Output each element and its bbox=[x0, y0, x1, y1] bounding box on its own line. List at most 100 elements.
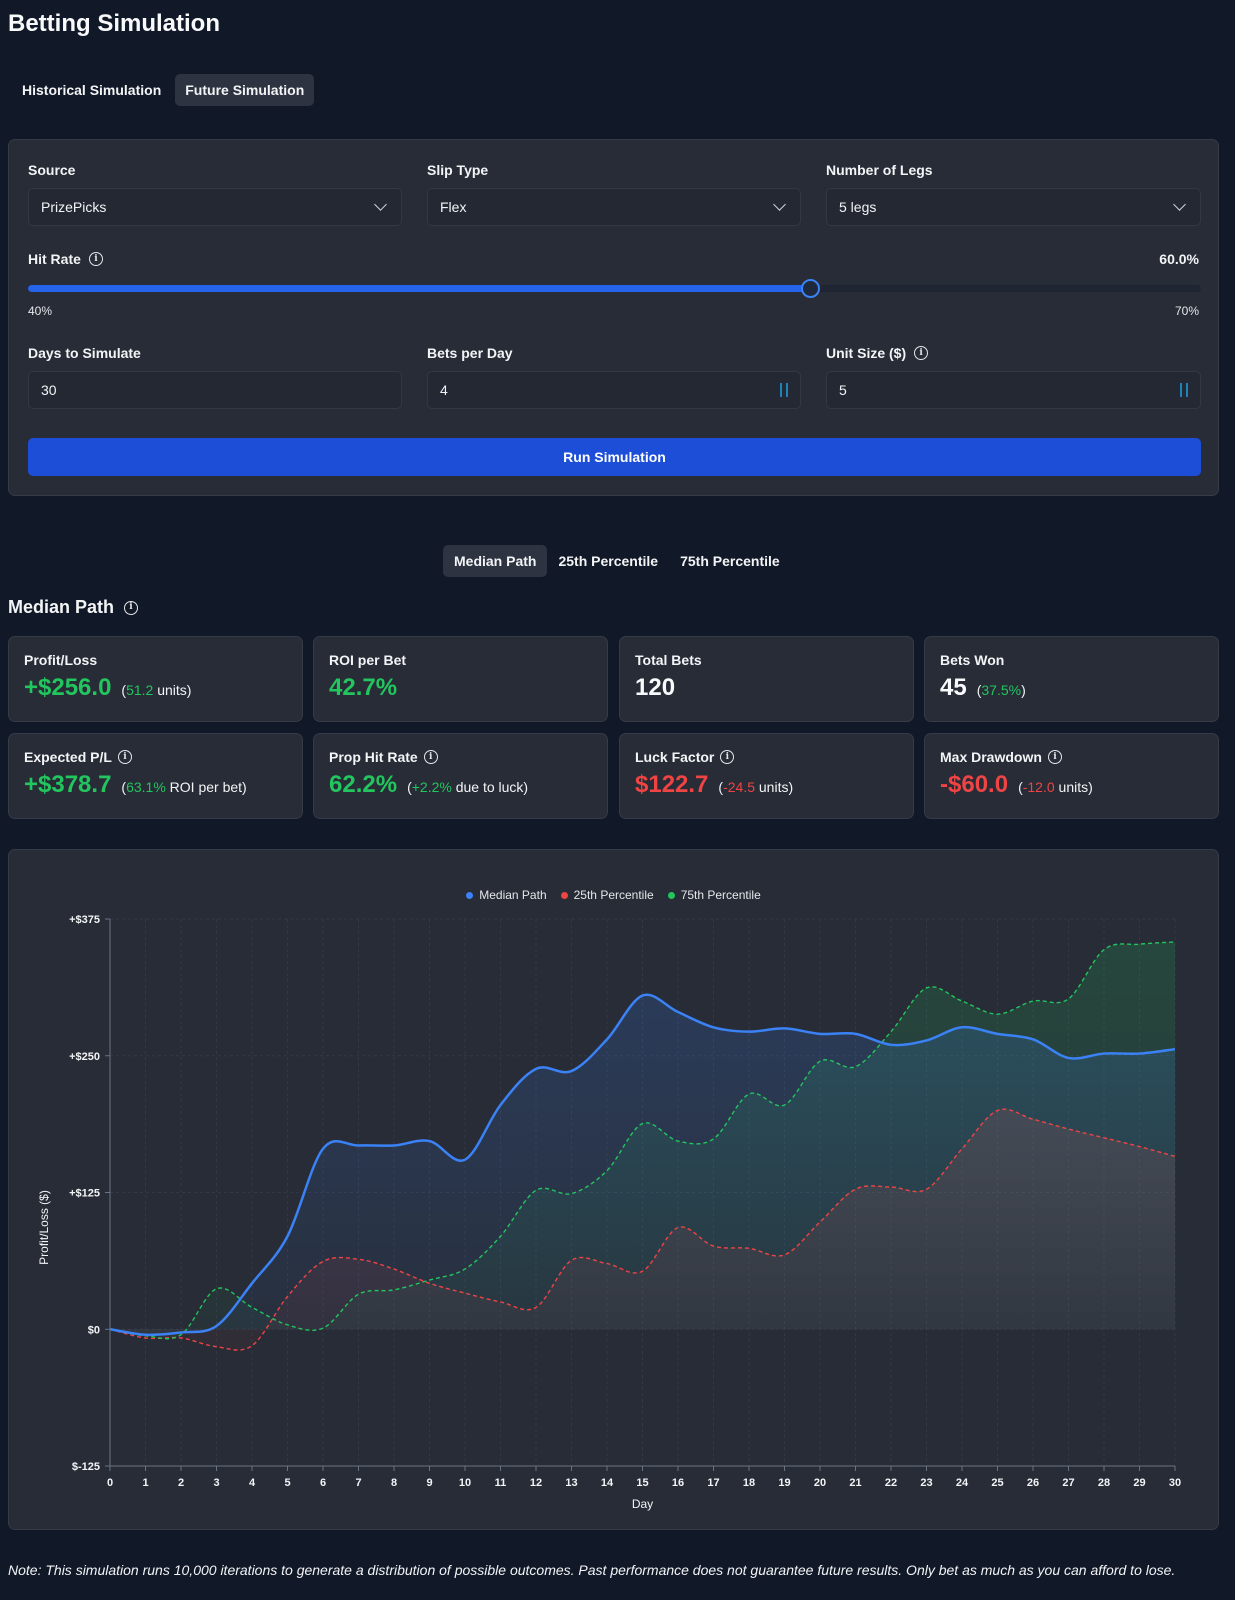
tab-25th-percentile[interactable]: 25th Percentile bbox=[558, 553, 659, 569]
x-tick-label: 27 bbox=[1062, 1477, 1074, 1489]
x-tick-label: 8 bbox=[391, 1477, 397, 1489]
tab-75th-percentile[interactable]: 75th Percentile bbox=[680, 553, 780, 569]
card-value: $122.7 bbox=[635, 771, 709, 798]
card-label: Total Bets bbox=[635, 652, 898, 668]
paren: ( bbox=[718, 779, 724, 795]
legs-value: 5 legs bbox=[839, 199, 877, 215]
legend-dot bbox=[667, 891, 675, 899]
chart-panel: Median Path 25th Percentile 75th Percent… bbox=[8, 849, 1219, 1530]
y-tick-label: $0 bbox=[88, 1324, 100, 1336]
mode-tabs: Historical Simulation Future Simulation bbox=[12, 74, 315, 106]
paren: ( bbox=[976, 682, 982, 698]
x-tick-label: 15 bbox=[636, 1477, 648, 1489]
card-value: +$378.7 bbox=[24, 771, 112, 798]
slip-type-value: Flex bbox=[440, 199, 467, 215]
x-tick-label: 14 bbox=[601, 1477, 614, 1489]
card-detail: (37.5%) bbox=[977, 682, 1026, 698]
stepper-icon[interactable] bbox=[780, 383, 788, 397]
card-label-text: Prop Hit Rate bbox=[329, 749, 418, 765]
legend-label: 75th Percentile bbox=[680, 888, 761, 902]
hit-rate-label-text: Hit Rate bbox=[28, 251, 81, 267]
slider-max-label: 70% bbox=[1174, 304, 1199, 318]
median-path-line bbox=[109, 993, 1176, 1337]
detail-suffix: units) bbox=[1054, 779, 1093, 795]
stepper-icon[interactable] bbox=[1180, 383, 1188, 397]
detail-suffix: ) bbox=[1021, 682, 1026, 698]
detail-value: 63.1% bbox=[126, 779, 166, 795]
page-title: Betting Simulation bbox=[8, 10, 220, 37]
x-tick-label: 9 bbox=[426, 1477, 432, 1489]
hit-rate-value: 60.0% bbox=[1159, 251, 1199, 267]
simulation-settings-panel: Source PrizePicks Slip Type Flex Number … bbox=[8, 139, 1219, 496]
paren: ( bbox=[121, 682, 127, 698]
x-tick-label: 28 bbox=[1098, 1477, 1110, 1489]
x-tick-label: 3 bbox=[213, 1477, 219, 1489]
expected-pl-card: Expected P/L i +$378.7 (63.1% ROI per bet… bbox=[8, 733, 303, 819]
slider-fill bbox=[28, 285, 811, 292]
x-tick-label: 29 bbox=[1133, 1477, 1145, 1489]
x-tick-label: 2 bbox=[178, 1477, 184, 1489]
source-label-text: Source bbox=[28, 162, 76, 178]
x-tick-label: 30 bbox=[1169, 1477, 1181, 1489]
unit-size-input[interactable]: 5 bbox=[826, 371, 1201, 409]
disclaimer-note: Note: This simulation runs 10,000 iterat… bbox=[8, 1562, 1176, 1578]
card-label: ROI per Bet bbox=[329, 652, 592, 668]
slider-thumb[interactable] bbox=[801, 279, 821, 298]
card-value: 42.7% bbox=[329, 674, 398, 701]
card-label-text: Total Bets bbox=[635, 652, 702, 668]
days-input[interactable]: 30 bbox=[28, 371, 402, 409]
bets-per-day-input[interactable]: 4 bbox=[427, 371, 801, 409]
detail-value: 51.2 bbox=[126, 682, 154, 698]
chevron-down-icon bbox=[374, 198, 387, 211]
x-tick-label: 17 bbox=[707, 1477, 719, 1489]
total-bets-card: Total Bets 120 bbox=[619, 636, 914, 722]
info-icon[interactable]: i bbox=[423, 750, 438, 764]
p75-path-line bbox=[109, 941, 1176, 1340]
chevron-down-icon bbox=[1173, 198, 1186, 211]
legend-label: Median Path bbox=[479, 888, 547, 902]
info-icon[interactable]: i bbox=[117, 750, 132, 764]
x-tick-label: 26 bbox=[1027, 1477, 1039, 1489]
x-tick-label: 4 bbox=[249, 1477, 256, 1489]
legend-p75[interactable]: 75th Percentile bbox=[667, 888, 761, 902]
detail-suffix: ROI per bet) bbox=[165, 779, 247, 795]
hit-rate-slider[interactable] bbox=[28, 279, 1201, 298]
section-title: Median Path i bbox=[8, 597, 139, 618]
tab-median-path[interactable]: Median Path bbox=[443, 545, 548, 577]
card-label: Max Drawdown i bbox=[940, 749, 1203, 765]
card-value: 120 bbox=[635, 674, 676, 701]
slip-type-select[interactable]: Flex bbox=[427, 188, 801, 226]
info-icon[interactable]: i bbox=[88, 252, 103, 266]
legend-median[interactable]: Median Path bbox=[466, 888, 547, 902]
card-label-text: Profit/Loss bbox=[24, 652, 98, 668]
x-tick-label: 12 bbox=[530, 1477, 542, 1489]
bets-per-day-label: Bets per Day bbox=[427, 345, 513, 361]
x-tick-label: 23 bbox=[920, 1477, 932, 1489]
tab-historical-simulation[interactable]: Historical Simulation bbox=[22, 82, 162, 98]
days-value: 30 bbox=[41, 382, 57, 398]
info-icon[interactable]: i bbox=[124, 600, 139, 615]
legend-label: 25th Percentile bbox=[573, 888, 654, 902]
legend-p25[interactable]: 25th Percentile bbox=[560, 888, 654, 902]
card-value: +$256.0 bbox=[24, 674, 112, 701]
x-tick-label: 0 bbox=[107, 1477, 113, 1489]
info-icon[interactable]: i bbox=[914, 346, 929, 360]
run-simulation-button[interactable]: Run Simulation bbox=[28, 438, 1201, 476]
chart-legend: Median Path 25th Percentile 75th Percent… bbox=[9, 888, 1218, 902]
x-tick-label: 24 bbox=[956, 1477, 969, 1489]
legs-select[interactable]: 5 legs bbox=[826, 188, 1201, 226]
info-icon[interactable]: i bbox=[720, 750, 735, 764]
info-icon[interactable]: i bbox=[1047, 750, 1062, 764]
card-value: 62.2% bbox=[329, 771, 398, 798]
x-axis-label: Day bbox=[632, 1497, 653, 1511]
detail-suffix: units) bbox=[153, 682, 192, 698]
y-tick-label: $-125 bbox=[72, 1461, 100, 1473]
unit-size-label: Unit Size ($) i bbox=[826, 345, 929, 361]
tab-future-simulation[interactable]: Future Simulation bbox=[175, 74, 315, 106]
chevron-down-icon bbox=[773, 198, 786, 211]
x-tick-label: 19 bbox=[778, 1477, 790, 1489]
source-select[interactable]: PrizePicks bbox=[28, 188, 402, 226]
legs-label: Number of Legs bbox=[826, 162, 933, 178]
hit-rate-label: Hit Rate i bbox=[28, 251, 103, 267]
unit-size-label-text: Unit Size ($) bbox=[826, 345, 907, 361]
